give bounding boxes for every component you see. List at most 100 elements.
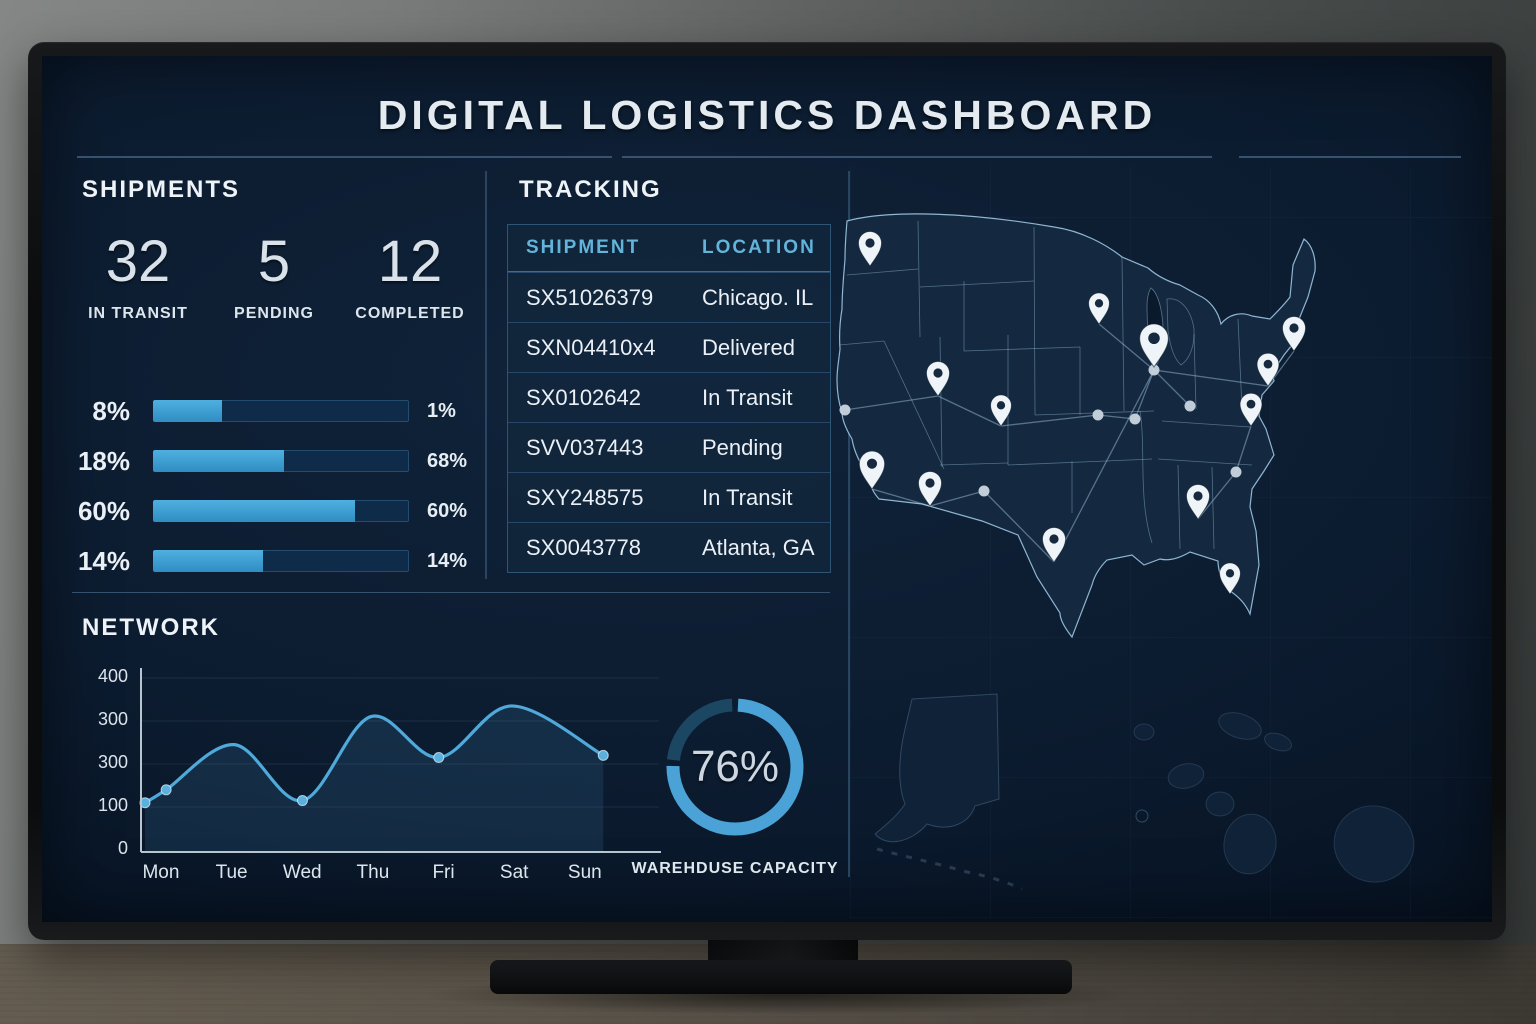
x-tick-label: Sat [499, 862, 529, 883]
tracking-row: SXN04410x4 Delivered [508, 322, 830, 372]
route-line [844, 395, 939, 411]
tracking-row: SXY248575 In Transit [508, 472, 830, 522]
us-map [836, 213, 1316, 639]
map-pin-icon [1282, 316, 1306, 352]
alaska-silhouette [874, 693, 1023, 891]
bar-track [153, 500, 409, 522]
shipment-location: Chicago. IL [702, 284, 814, 310]
warehouse-percent: 76% [690, 742, 780, 791]
us-map-outline [836, 213, 1316, 639]
map-pin-icon [1219, 562, 1241, 595]
stat-label: COMPLETED [355, 305, 465, 322]
page-title: DIGITAL LOGISTICS DASHBOARD [377, 92, 1157, 138]
route-line [1134, 369, 1155, 420]
x-tick-label: Sun [567, 862, 602, 883]
shipments-progress-bars: 8% 1% 18% 68% 60% 60% 14% 14% [50, 386, 480, 586]
bar-left-label: 18% [77, 445, 130, 476]
hub-dot [1230, 466, 1242, 478]
route-line [1053, 369, 1155, 563]
column-header-location: LOCATION [702, 237, 816, 258]
tracking-header-row: SHIPMENT LOCATION [508, 225, 830, 272]
route-lines [844, 323, 1295, 563]
network-area-fill [145, 705, 604, 852]
bar-left-label: 14% [77, 545, 130, 576]
map-pin-icon [858, 450, 886, 490]
x-tick-label: Thu [356, 862, 390, 883]
data-point-marker [160, 784, 172, 796]
x-tick-label: Mon [142, 862, 180, 883]
map-pin-icon [1256, 352, 1280, 387]
data-point-marker [296, 795, 308, 807]
bar-fill [153, 500, 356, 522]
tracking-row: SX0102642 In Transit [508, 372, 830, 422]
michigan-shore [1166, 298, 1195, 366]
progress-bar-row: 60% 60% [50, 486, 480, 536]
y-tick-label: 300 [97, 709, 128, 729]
map-pin-icon [1239, 392, 1263, 427]
shipment-id: SX0102642 [526, 384, 641, 410]
shipment-location: Atlanta, GA [702, 534, 815, 560]
route-line [1197, 471, 1237, 520]
tv-stand-base [490, 960, 1072, 994]
progress-bar-row: 8% 1% [50, 386, 480, 436]
x-tick-label: Wed [282, 862, 322, 883]
route-line [1098, 323, 1155, 371]
tracking-row: SVV037443 Pending [508, 422, 830, 472]
donut-ring [666, 698, 804, 836]
bar-left-label: 8% [92, 395, 130, 426]
map-pin-icon [1186, 484, 1210, 520]
progress-bar-row: 18% 68% [50, 436, 480, 486]
shipment-location: In Transit [702, 384, 793, 410]
hub-dot [1092, 409, 1104, 421]
stat-value: 5 [257, 229, 291, 294]
hawaii-islands [1133, 712, 1415, 883]
route-line [929, 490, 985, 507]
route-line [937, 395, 1002, 427]
bar-track [153, 400, 409, 422]
route-line [1153, 369, 1191, 407]
hub-dot [1148, 364, 1160, 376]
shipment-id: SXN04410x4 [526, 334, 656, 360]
shipment-id: SX0043778 [526, 534, 641, 560]
route-line [1153, 369, 1269, 387]
map-pin-icon [1042, 527, 1066, 563]
dashboard-screen: DIGITAL LOGISTICS DASHBOARD SHIPMENTS 32… [42, 56, 1492, 922]
bar-right-label: 60% [427, 499, 468, 522]
warehouse-caption: WAREHDUSE CAPACITY [631, 860, 839, 877]
data-point-marker [433, 752, 445, 764]
shipment-location: Pending [702, 434, 783, 460]
stat-label: PENDING [234, 305, 314, 322]
tracking-table: SHIPMENT LOCATION SX51026379 Chicago. IL SXN… [507, 224, 831, 573]
tracking-heading: TRACKING [519, 176, 662, 203]
map-pin-icon [926, 361, 950, 397]
route-line [1235, 425, 1252, 473]
bar-track [153, 550, 409, 572]
y-tick-label: 100 [97, 795, 128, 815]
y-tick-label: 300 [97, 752, 128, 772]
route-line [1000, 414, 1099, 427]
hub-dots [839, 364, 1242, 497]
bar-fill [153, 550, 264, 572]
shipment-id: SVV037443 [526, 434, 644, 460]
stat-pending: 5 PENDING [206, 228, 342, 323]
network-line [143, 704, 605, 805]
stat-in-transit: 32 IN TRANSIT [70, 228, 206, 323]
hub-dot [1129, 413, 1141, 425]
shipment-id: SX51026379 [526, 284, 654, 310]
bar-right-label: 68% [427, 449, 468, 472]
section-divider-horizontal [72, 592, 830, 593]
column-header-shipment: SHIPMENT [526, 237, 641, 258]
network-line-chart [139, 668, 661, 853]
panel-divider-vertical [485, 171, 487, 579]
shipment-location: In Transit [702, 484, 793, 510]
stat-value: 32 [105, 229, 171, 294]
header-divider-left [77, 156, 612, 158]
map-pin-icon [1139, 323, 1169, 368]
location-pins [858, 231, 1306, 595]
map-pin-icon [1088, 292, 1110, 325]
hub-dot [839, 404, 851, 416]
route-line [1097, 414, 1136, 420]
shipments-heading: SHIPMENTS [82, 176, 241, 203]
map-pin-icon [990, 394, 1012, 427]
